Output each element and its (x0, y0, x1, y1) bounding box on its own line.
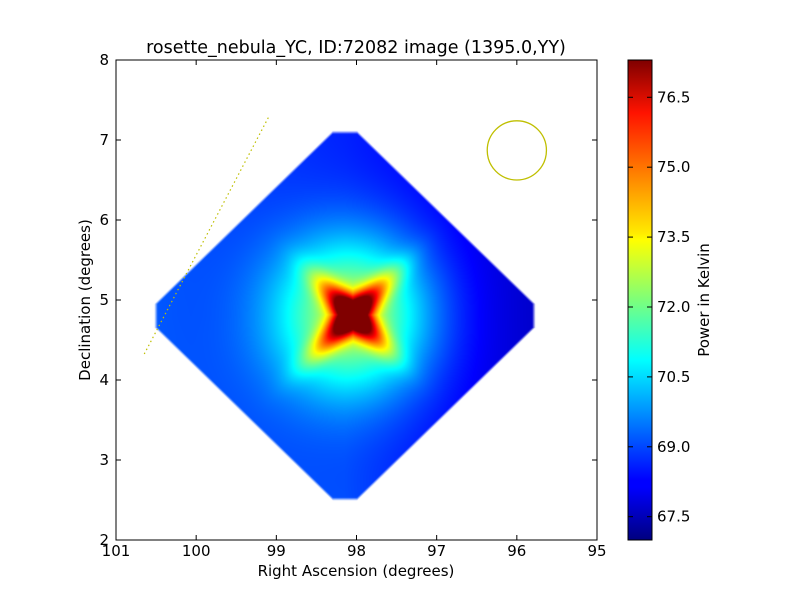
chart-title: rosette_nebula_YC, ID:72082 image (1395.… (146, 38, 566, 58)
x-tick-label: 98 (347, 542, 366, 560)
x-tick-labels: 101 100 99 98 97 96 95 (102, 542, 607, 560)
colorbar-ticks (628, 96, 652, 518)
colorbar-tick-labels: 67.5 69.0 70.5 72.0 73.5 75.0 76.5 (657, 88, 690, 525)
y-axis-label: Declination (degrees) (76, 219, 94, 381)
colorbar-tick-label: 70.5 (657, 368, 690, 386)
colorbar-gradient (627, 59, 653, 541)
x-tick-label: 99 (267, 542, 286, 560)
colorbar-tick-label: 73.5 (657, 228, 690, 246)
y-tick-label: 3 (99, 451, 109, 469)
colorbar-tick-label: 69.0 (657, 438, 690, 456)
y-tick-label: 5 (99, 291, 109, 309)
x-tick-label: 95 (587, 542, 606, 560)
y-ticks (116, 59, 597, 541)
x-axis-label: Right Ascension (degrees) (258, 562, 455, 580)
y-tick-label: 6 (99, 211, 109, 229)
x-tick-label: 101 (102, 542, 131, 560)
y-tick-label: 8 (99, 51, 109, 69)
x-ticks (115, 60, 598, 540)
y-tick-labels: 2 3 4 5 6 7 8 (99, 51, 109, 549)
colorbar-label: Power in Kelvin (695, 243, 713, 357)
x-tick-label: 100 (182, 542, 211, 560)
y-tick-label: 2 (99, 531, 109, 549)
colorbar-tick-label: 75.0 (657, 158, 690, 176)
beam-circle (486, 120, 548, 181)
x-tick-label: 97 (427, 542, 446, 560)
colorbar-tick-label: 67.5 (657, 508, 690, 526)
y-tick-label: 4 (99, 371, 109, 389)
colorbar-tick-label: 76.5 (657, 88, 690, 106)
colorbar: 67.5 69.0 70.5 72.0 73.5 75.0 76.5 Power… (627, 59, 713, 541)
y-tick-label: 7 (99, 131, 109, 149)
colorbar-tick-label: 72.0 (657, 298, 690, 316)
x-tick-label: 96 (507, 542, 526, 560)
